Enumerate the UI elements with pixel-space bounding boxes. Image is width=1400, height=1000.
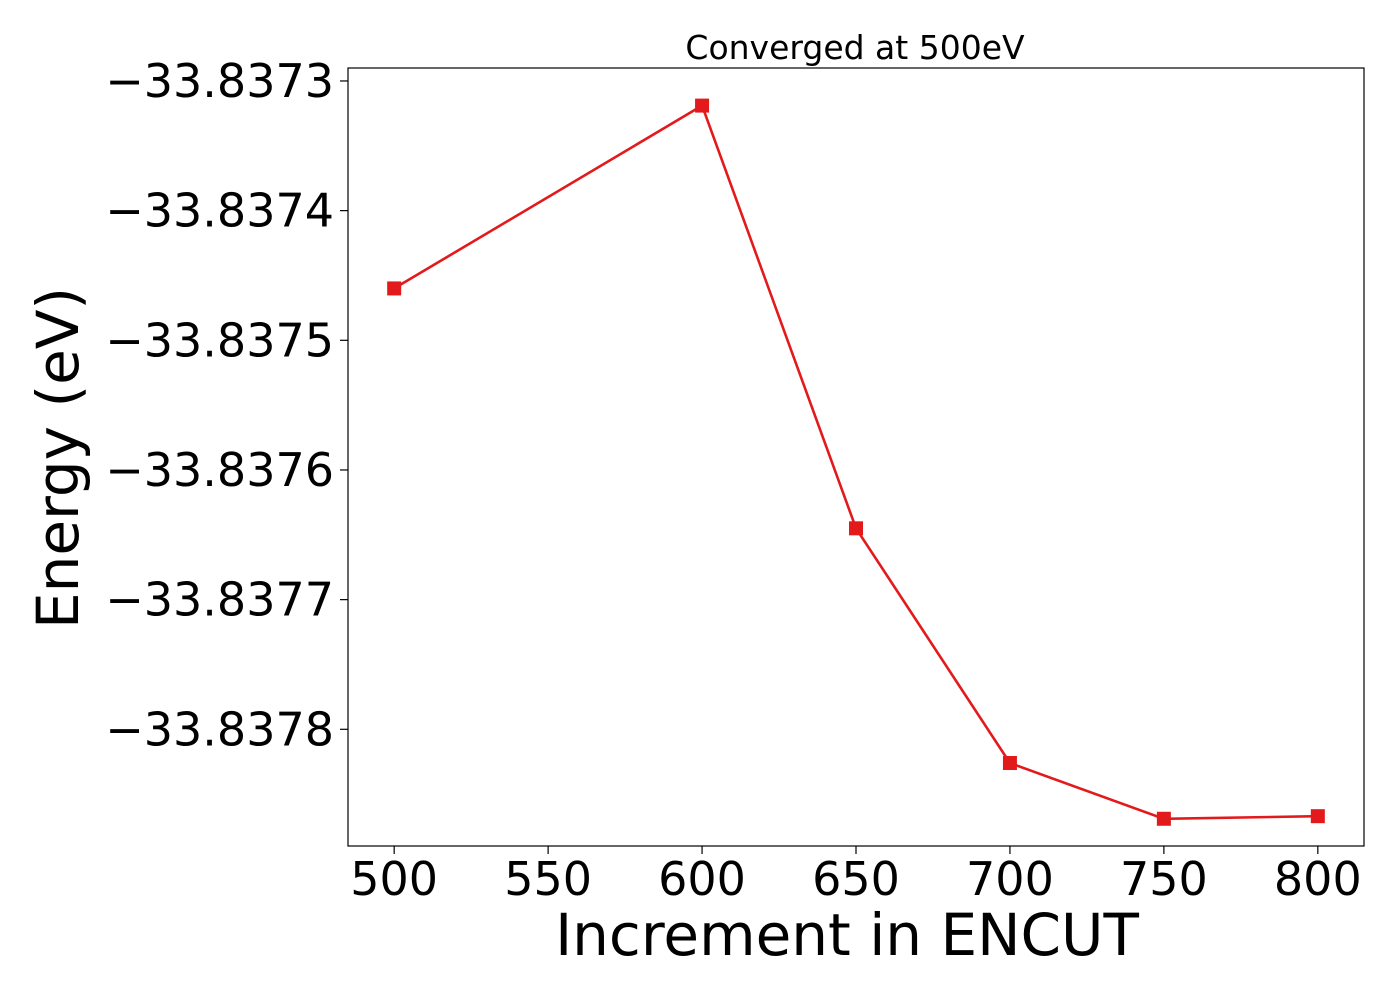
x-tick-label: 700 [966,852,1054,906]
y-tick-label: −33.8375 [105,313,334,367]
x-tick-label: 500 [350,852,438,906]
x-tick-label: 750 [1120,852,1208,906]
y-tick-label: −33.8374 [105,184,334,238]
data-point-marker [1156,811,1171,826]
chart-title: Converged at 500eV [685,28,1025,67]
data-point-marker [387,281,402,296]
data-point-marker [1310,809,1325,824]
data-point-marker [1002,756,1017,771]
series-line [393,103,1318,821]
x-tick-label: 800 [1274,852,1362,906]
y-axis-ticks: −33.8373 −33.8374 −33.8375 −33.8376 −33.8377… [105,54,348,756]
x-axis-ticks: 500 550 600 650 700 750 800 [350,846,1362,906]
series-layer [387,98,1325,826]
y-axis-label: Energy (eV) [24,287,92,629]
data-point-marker [849,521,863,536]
x-tick-label: 650 [812,852,900,906]
plot-area-frame [347,67,1365,847]
y-tick-label: −33.8378 [105,702,334,756]
x-tick-label: 600 [658,852,746,906]
data-point-marker [695,98,710,113]
x-tick-label: 550 [504,852,592,906]
y-tick-label: −33.8377 [105,573,334,627]
x-axis-label: Increment in ENCUT [555,901,1139,969]
y-tick-label: −33.8376 [105,443,334,497]
y-tick-label: −33.8373 [105,54,334,108]
